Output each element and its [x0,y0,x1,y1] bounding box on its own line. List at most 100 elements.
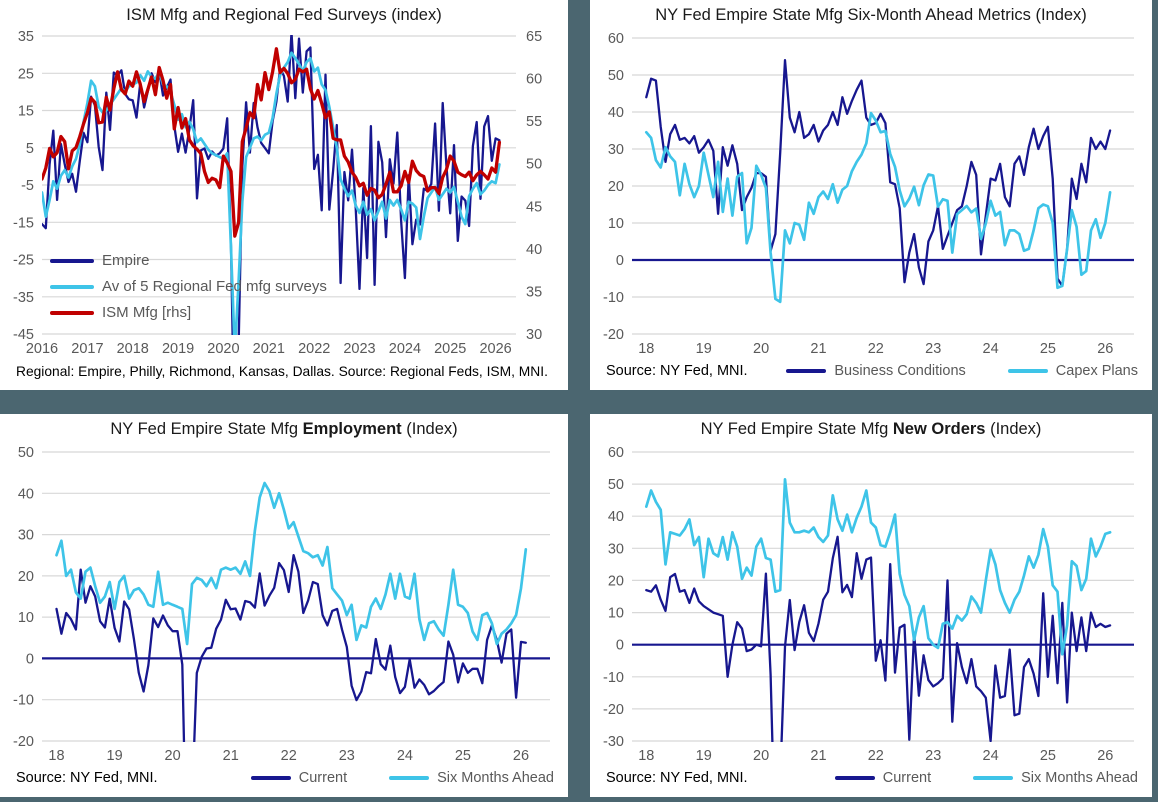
x-axis-tick-label: 26 [513,748,529,764]
legend-label: Current [298,770,348,786]
x-axis-tick-label: 24 [983,341,999,357]
y-axis-tick-label: 50 [608,477,624,493]
legend-item-current: Current [834,770,932,786]
chart-title-bold: New Orders [892,420,986,438]
chart-legend: Current Six Months Ahead [834,770,1138,786]
y-axis-tick-label: -5 [21,178,34,194]
chart-panel-six-month-ahead: NY Fed Empire State Mfg Six-Month Ahead … [590,0,1152,390]
y-axis-tick-label: 0 [616,638,624,654]
y-axis-tick-label: 30 [608,541,624,557]
y-axis-right-tick-label: 50 [526,157,542,173]
chart-footer: Regional: Empire, Philly, Richmond, Kans… [0,358,568,390]
chart-title-pre: ISM Mfg and Regional Fed Surveys (index) [126,6,442,24]
x-axis-tick-label: 23 [925,748,941,764]
x-axis-tick-label: 2016 [26,341,58,357]
source-text: Source: NY Fed, MNI. [606,363,748,379]
series-line-six-months-ahead [55,481,528,646]
y-axis-tick-label: 10 [608,216,624,232]
legend-item-business-conditions: Business Conditions [786,363,966,379]
x-axis-tick-label: 21 [810,748,826,764]
series-line-capex-plans [644,111,1112,304]
y-axis-tick-label: 5 [26,141,34,157]
x-axis-tick-label: 25 [1040,341,1056,357]
legend-swatch-cyan [1007,369,1048,373]
y-axis-tick-label: 0 [26,651,34,667]
x-axis-tick-label: 21 [223,748,239,764]
x-axis-tick-label: 21 [810,341,826,357]
plot-area: -20 -10 0 10 20 30 40 50 60 18 19 20 21 22 23 24 25 26 [603,31,1134,357]
y-axis-right-tick-label: 35 [526,284,542,300]
x-axis-tick-label: 23 [339,748,355,764]
chart-panel-employment: NY Fed Empire State Mfg Employment (Inde… [0,414,568,797]
x-axis-tick-label: 2023 [343,341,375,357]
chart-title: NY Fed Empire State Mfg New Orders (Inde… [590,414,1152,442]
x-axis-tick-label: 18 [48,748,64,764]
plot-area: -30 -20 -10 0 10 20 30 40 50 60 18 19 20 21 22 23 24 25 26 [603,445,1134,764]
y-axis-tick-label: 0 [616,253,624,269]
legend-label: Six Months Ahead [1021,770,1138,786]
x-axis-tick-label: 2020 [207,341,239,357]
chart-title-pre: NY Fed Empire State Mfg [110,420,303,438]
x-axis-tick-label: 22 [281,748,297,764]
chart-footer: Source: NY Fed, MNI. Current Six Months A… [590,765,1152,797]
chart-title: NY Fed Empire State Mfg Six-Month Ahead … [590,0,1152,28]
x-axis-tick-label: 20 [753,341,769,357]
x-axis-tick-label: 26 [1097,341,1113,357]
y-axis-tick-label: 20 [608,573,624,589]
y-axis-tick-label: 20 [18,569,34,585]
y-axis-tick-label: 40 [608,509,624,525]
x-axis-tick-label: 22 [868,341,884,357]
legend-item-capex-plans: Capex Plans [1007,363,1138,379]
y-axis-tick-label: -35 [13,290,34,306]
y-axis-tick-label: 30 [608,142,624,158]
y-axis-tick-label: 20 [608,179,624,195]
legend-label: Business Conditions [834,363,966,379]
y-axis-tick-label: -15 [13,215,34,231]
x-axis-tick-label: 26 [1097,748,1113,764]
y-axis-tick-label: -20 [603,327,624,343]
y-axis-tick-label: 15 [18,104,34,120]
x-axis-tick-label: 19 [696,341,712,357]
y-axis-tick-label: -25 [13,253,34,269]
legend-swatch-navy [250,776,291,780]
legend-item-six-months-ahead: Six Months Ahead [389,770,554,786]
legend-swatch-cyan [973,776,1014,780]
x-axis-tick-label: 22 [868,748,884,764]
legend-swatch-cyan [389,776,430,780]
legend-label: Current [882,770,932,786]
source-text: Source: NY Fed, MNI. [606,770,748,786]
x-axis-tick-label: 19 [696,748,712,764]
x-axis-tick-label: 25 [455,748,471,764]
y-axis-tick-label: 40 [608,105,624,121]
series-line-current [55,554,527,742]
x-axis-tick-label: 20 [165,748,181,764]
y-axis-tick-label: -20 [13,734,34,750]
legend-swatch-navy [786,369,827,373]
x-axis-tick-label: 2017 [71,341,103,357]
x-axis-tick-label: 23 [925,341,941,357]
y-axis-tick-label: -20 [603,702,624,718]
x-axis-tick-label: 2019 [162,341,194,357]
y-axis-tick-label: -10 [603,290,624,306]
series-line-business-conditions [645,59,1112,288]
y-axis-tick-label: -45 [13,327,34,343]
series-line-six-months-ahead [644,477,1112,656]
plot-area: -45 -35 -25 -15 -5 5 15 25 35 30 35 40 45 50 55 60 65 201… [13,29,542,357]
legend-label: Six Months Ahead [437,770,554,786]
legend-item-six-months-ahead: Six Months Ahead [973,770,1138,786]
y-axis-tick-label: 10 [18,610,34,626]
x-axis-tick-label: 18 [638,341,654,357]
x-axis-tick-label: 18 [638,748,654,764]
y-axis-right-tick-label: 60 [526,72,542,88]
y-axis-tick-label: 10 [608,606,624,622]
y-axis-right-tick-label: 45 [526,199,542,215]
x-axis-tick-label: 2025 [434,341,466,357]
y-axis-right-tick-label: 30 [526,327,542,343]
x-axis-tick-label: 24 [397,748,413,764]
chart-title: ISM Mfg and Regional Fed Surveys (index) [0,0,568,28]
x-axis-tick-label: 19 [107,748,123,764]
source-text: Source: NY Fed, MNI. [16,770,158,786]
y-axis-tick-label: -10 [13,693,34,709]
y-axis-tick-label: 30 [18,528,34,544]
